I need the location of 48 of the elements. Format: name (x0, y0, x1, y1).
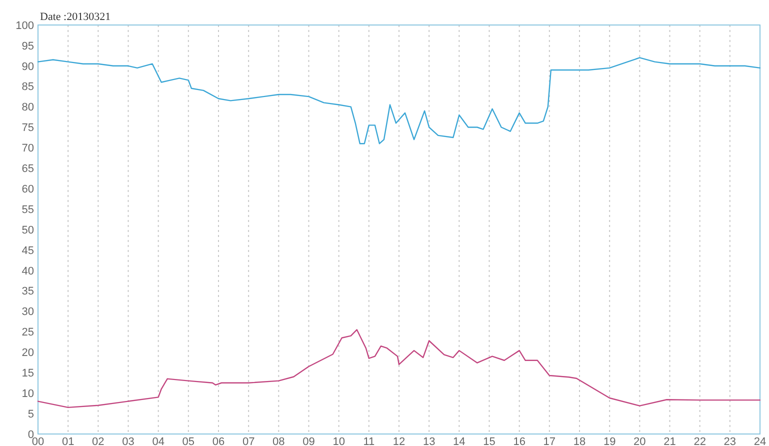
x-tick-label: 11 (363, 436, 375, 446)
y-tick-label: 55 (22, 204, 34, 216)
x-tick-label: 06 (212, 436, 225, 446)
x-tick-label: 03 (122, 436, 134, 446)
x-tick-label: 04 (152, 436, 164, 446)
y-tick-label: 50 (22, 224, 34, 236)
y-tick-label: 80 (22, 102, 34, 114)
x-tick-label: 21 (664, 436, 676, 446)
y-tick-label: 10 (22, 388, 34, 400)
y-tick-label: 85 (22, 81, 34, 94)
x-tick-label: 08 (272, 436, 285, 446)
y-tick-label: 40 (22, 265, 34, 278)
x-tick-label: 14 (453, 436, 466, 446)
x-tick-label: 10 (332, 436, 345, 446)
y-tick-label: 100 (16, 20, 34, 32)
y-tick-label: 45 (22, 244, 34, 257)
x-tick-label: 02 (92, 436, 104, 446)
x-tick-label: 00 (32, 436, 44, 446)
x-tick-label: 23 (724, 436, 736, 446)
x-tick-label: 05 (182, 436, 195, 446)
y-tick-label: 95 (22, 40, 34, 52)
x-tick-label: 22 (694, 436, 706, 446)
y-tick-label: 60 (22, 183, 34, 196)
y-tick-label: 75 (22, 122, 34, 134)
y-tick-label: 15 (22, 368, 34, 380)
line-series (37, 57, 761, 144)
y-tick-label: 65 (22, 163, 34, 175)
x-tick-label: 13 (422, 436, 436, 446)
text: Date :20130321 (40, 11, 111, 23)
x-tick-label: 01 (62, 436, 74, 446)
x-tick-label: 24 (754, 436, 766, 446)
x-tick-label: 18 (573, 436, 586, 446)
y-tick-label: 20 (22, 347, 34, 360)
x-tick-label: 09 (302, 436, 315, 446)
y-tick-label: 35 (22, 286, 34, 298)
y-tick-label: 30 (22, 306, 34, 318)
y-tick-label: 5 (28, 408, 34, 420)
x-tick-label: 17 (543, 436, 556, 446)
y-tick-label: 70 (22, 142, 34, 155)
line-series (37, 329, 761, 408)
x-tick-label: 20 (634, 436, 646, 446)
x-tick-label: 07 (242, 436, 255, 446)
x-tick-label: 16 (513, 436, 526, 446)
y-tick-label: 90 (22, 60, 34, 73)
y-tick-label: 25 (22, 326, 34, 339)
x-tick-label: 12 (392, 436, 406, 446)
x-tick-label: 19 (603, 436, 616, 446)
x-tick-label: 15 (483, 436, 496, 446)
